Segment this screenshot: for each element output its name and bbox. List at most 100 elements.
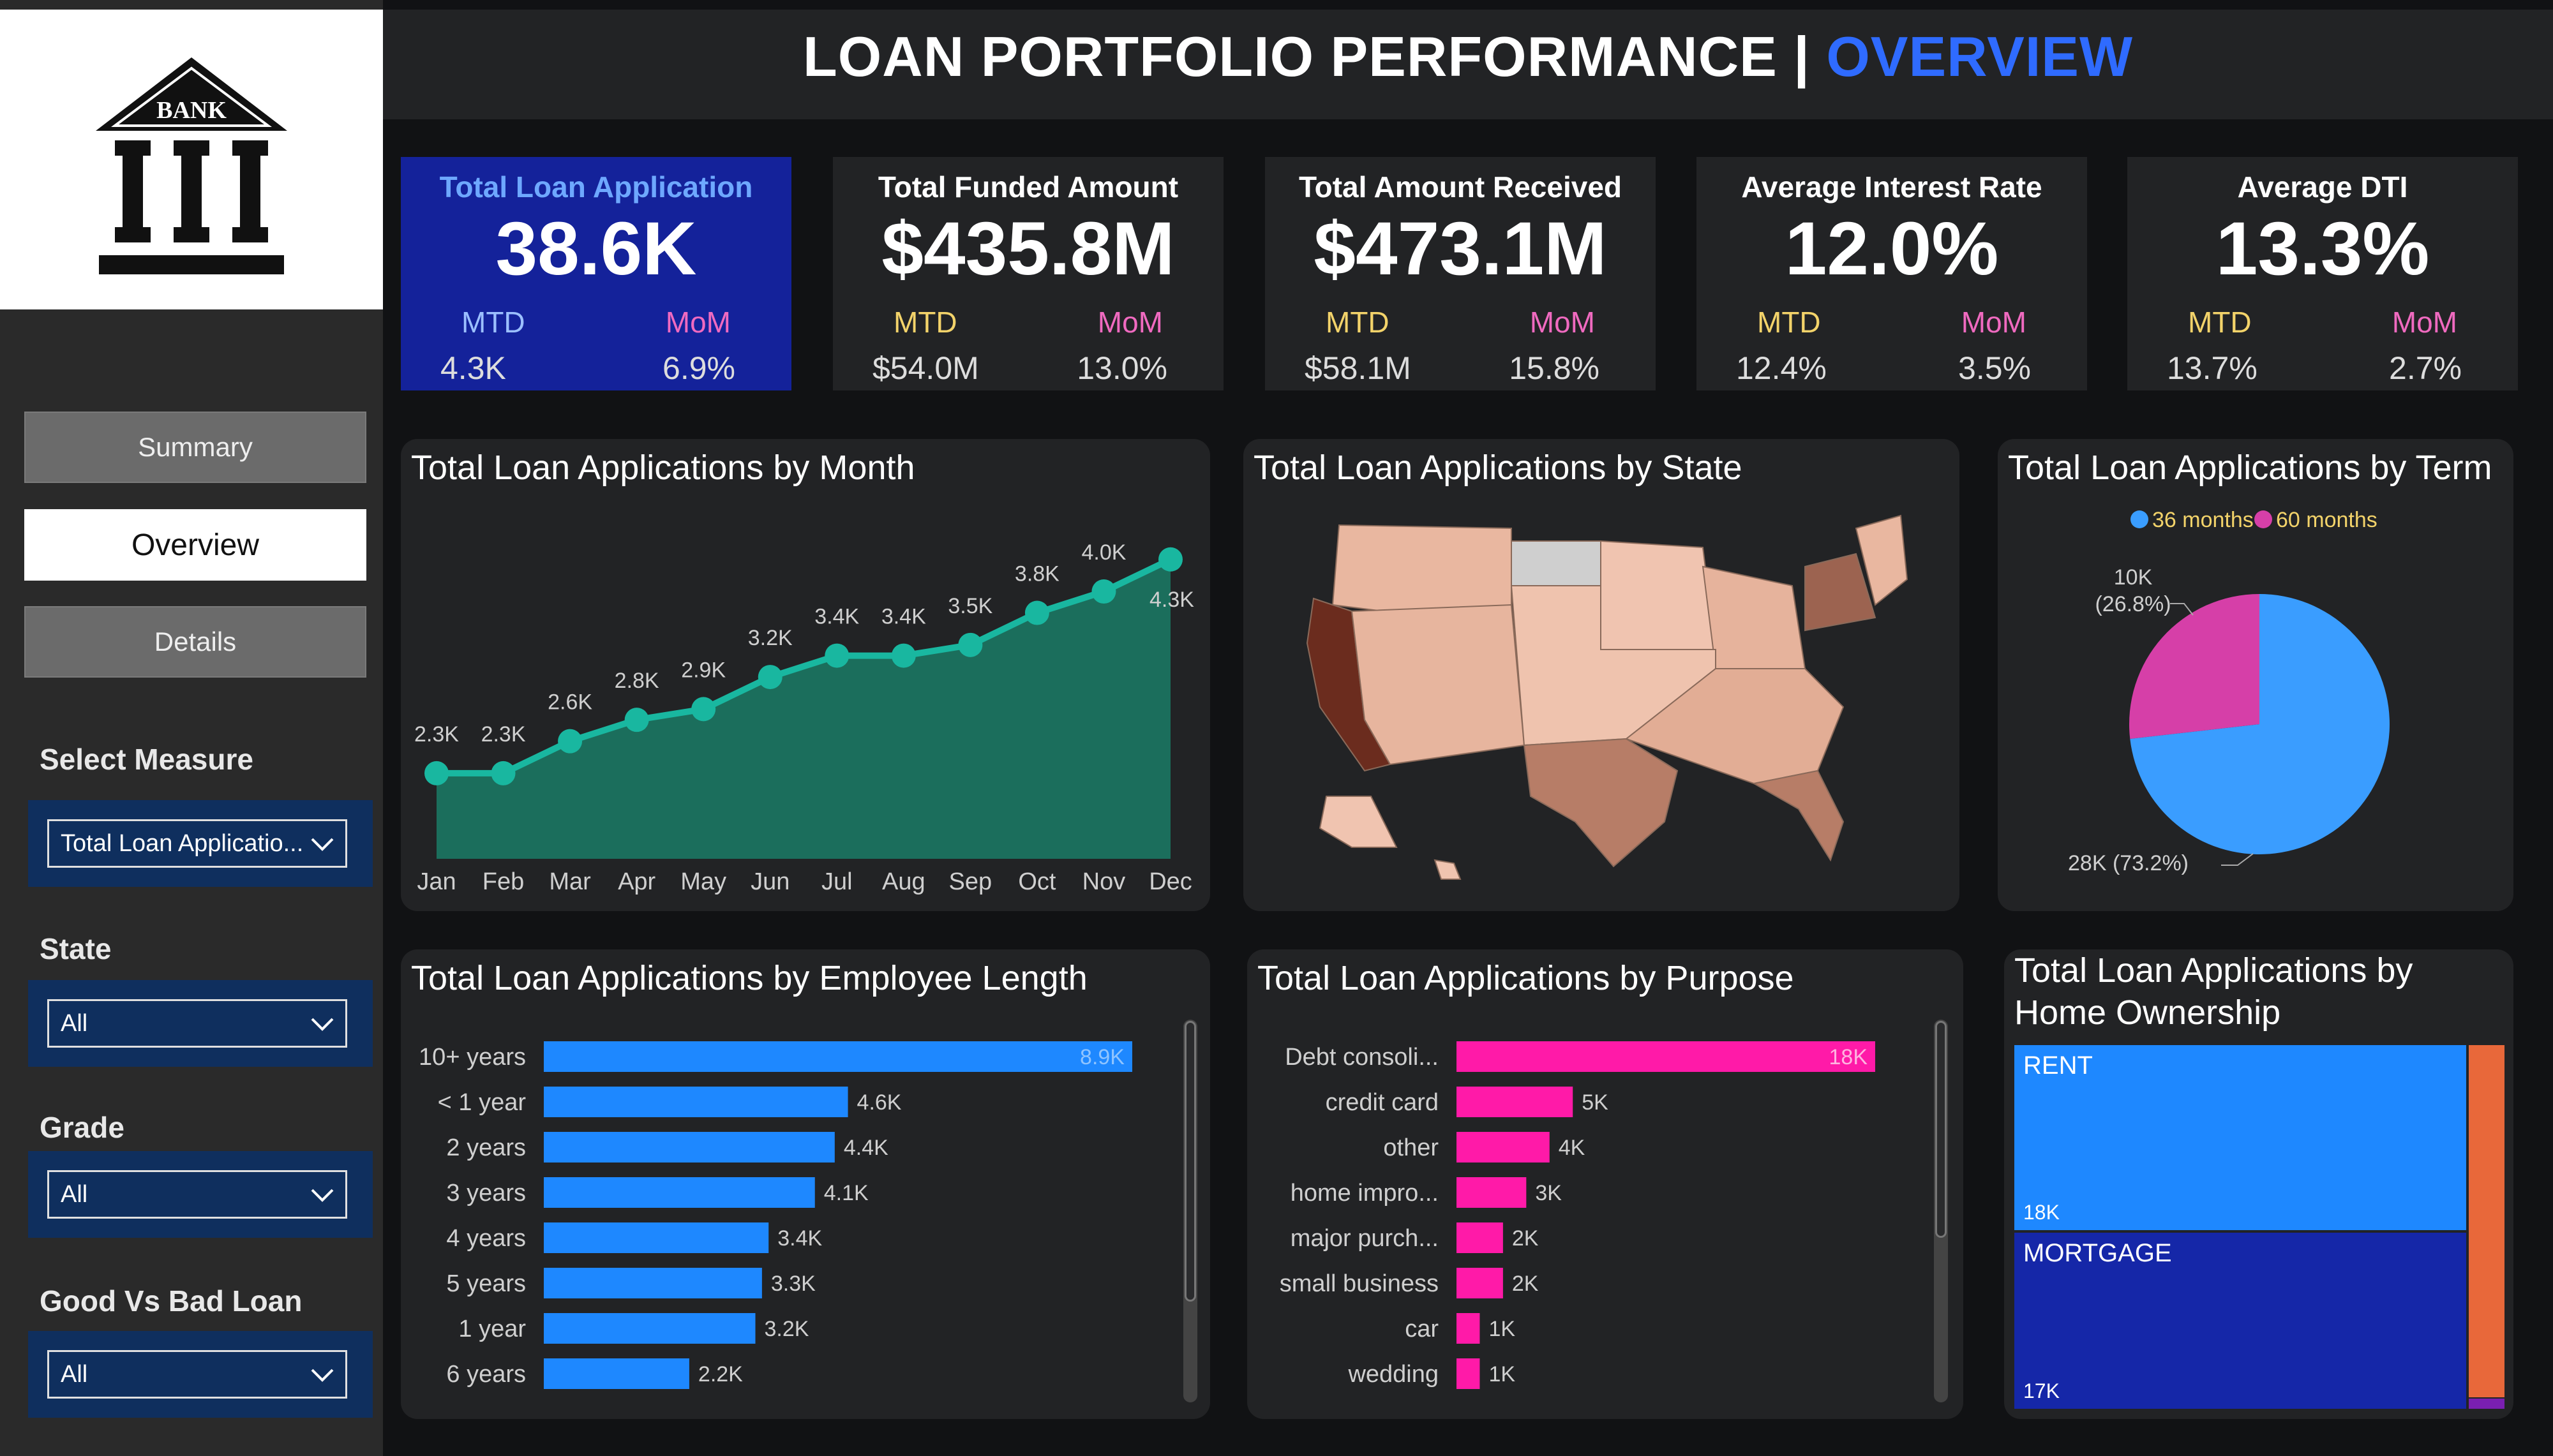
treemap-mortgage[interactable]: MORTGAGE 17K	[2014, 1233, 2466, 1409]
filter-label-grade: Grade	[40, 1111, 124, 1144]
legend-dot	[2130, 510, 2148, 528]
map-region-northwest	[1331, 524, 1512, 619]
us-map	[1306, 514, 1908, 880]
bank-icon: BANK	[96, 57, 287, 274]
kpi-value: 12.0%	[1785, 207, 1999, 291]
measure-dropdown-value: Total Loan Applicatio...	[61, 829, 304, 857]
employee-length-bar-chart: 10+ years 8.9K < 1 year 4.6K 2 years 4.4K 3 ye…	[419, 1041, 1132, 1389]
month-tick-label: May	[680, 868, 726, 895]
map-region-texas	[1523, 738, 1679, 868]
bar	[1456, 1132, 1550, 1163]
nav-overview-button[interactable]: Overview	[24, 509, 366, 581]
month-tick-label: Mar	[549, 868, 591, 895]
month-data-label: 3.4K	[814, 605, 859, 629]
kpi-mom-label: MoM	[2392, 306, 2457, 339]
map-region-new-england	[1855, 514, 1908, 606]
bar	[544, 1087, 848, 1117]
bar-value-label: 3K	[1535, 1181, 1562, 1205]
filter-label-loan-quality: Good Vs Bad Loan	[40, 1284, 303, 1318]
panel-by-employee-length: Total Loan Applications by Employee Leng…	[401, 949, 1210, 1419]
scrollbar-thumb[interactable]	[1935, 1021, 1947, 1238]
bar-category-label: 4 years	[446, 1225, 526, 1252]
bar-value-label: 18K	[1829, 1045, 1868, 1069]
panel-by-purpose: Total Loan Applications by Purpose Debt …	[1247, 949, 1963, 1419]
svg-text:BANK: BANK	[156, 97, 227, 124]
chevron-down-icon	[311, 1369, 334, 1382]
scrollbar-thumb[interactable]	[1185, 1021, 1196, 1302]
bar	[544, 1313, 756, 1344]
grade-dropdown[interactable]: All	[47, 1170, 347, 1219]
month-point	[624, 708, 649, 732]
panel-title: Total Loan Applications by Employee Leng…	[411, 959, 1088, 997]
legend-label: 36 months	[2152, 508, 2254, 532]
grade-dropdown-value: All	[61, 1180, 88, 1208]
bar-category-label: < 1 year	[438, 1089, 527, 1116]
bar	[1456, 1087, 1573, 1117]
scrollbar-track[interactable]	[1183, 1020, 1197, 1402]
panel-by-month: Total Loan Applications by Month 2.3K Jan…	[401, 439, 1210, 911]
kpi-mom-label: MoM	[1961, 306, 2026, 339]
treemap-other[interactable]	[2469, 1399, 2504, 1409]
nav-summary-button[interactable]: Summary	[24, 412, 366, 483]
state-dropdown[interactable]: All	[47, 999, 347, 1048]
measure-dropdown[interactable]: Total Loan Applicatio...	[47, 819, 347, 868]
bar	[544, 1177, 815, 1208]
bar	[1456, 1041, 1875, 1072]
bar	[1456, 1177, 1527, 1208]
month-data-label: 3.8K	[1015, 562, 1059, 586]
kpi-label: Total Amount Received	[1298, 170, 1622, 204]
treemap-rent[interactable]: RENT 18K	[2014, 1045, 2466, 1230]
scrollbar-track[interactable]	[1934, 1020, 1948, 1402]
bar-value-label: 2K	[1512, 1272, 1539, 1296]
bar	[544, 1132, 835, 1163]
pie-leader-line	[2170, 603, 2194, 616]
bar-category-label: wedding	[1347, 1361, 1439, 1388]
loan-quality-dropdown-value: All	[61, 1360, 88, 1388]
map-region-north-dakota	[1511, 540, 1601, 586]
month-data-label: 3.4K	[881, 605, 926, 629]
bar-value-label: 1K	[1488, 1362, 1515, 1386]
kpi-card-amount-received[interactable]: Total Amount Received $473.1M MTD MoM $5…	[1265, 157, 1656, 390]
nav-details-button[interactable]: Details	[24, 606, 366, 678]
month-data-label: 3.5K	[948, 594, 992, 618]
kpi-value: 38.6K	[495, 207, 697, 291]
page-title: LOAN PORTFOLIO PERFORMANCE | OVERVIEW	[383, 24, 2553, 89]
kpi-mom-label: MoM	[665, 306, 731, 339]
bar-value-label: 1K	[1488, 1317, 1515, 1341]
kpi-mtd-label: MTD	[1326, 306, 1389, 339]
month-point	[691, 697, 716, 722]
bar-category-label: credit card	[1326, 1089, 1439, 1116]
kpi-card-funded-amount[interactable]: Total Funded Amount $435.8M MTD MoM $54.…	[833, 157, 1224, 390]
kpi-card-interest-rate[interactable]: Average Interest Rate 12.0% MTD MoM 12.4…	[1696, 157, 2087, 390]
header-bar	[383, 10, 2553, 119]
pie-slice	[2130, 594, 2390, 854]
kpi-label: Average DTI	[2237, 170, 2408, 204]
month-point	[758, 665, 782, 690]
month-area-chart: 2.3K Jan 2.3K Feb 2.6K Mar 2.8K Apr 2.9K May 3.2K J…	[414, 540, 1194, 895]
kpi-mtd-label: MTD	[894, 306, 957, 339]
panel-title: Total Loan Applications by Purpose	[1257, 959, 1794, 997]
month-tick-label: Dec	[1149, 868, 1192, 895]
month-tick-label: Jan	[417, 868, 456, 895]
loan-quality-dropdown[interactable]: All	[47, 1350, 347, 1399]
bar-value-label: 3.3K	[771, 1272, 816, 1296]
bar-category-label: Debt consoli...	[1285, 1044, 1439, 1071]
kpi-value: $473.1M	[1314, 207, 1607, 291]
treemap-own[interactable]	[2469, 1045, 2504, 1397]
bar-category-label: 2 years	[446, 1134, 526, 1161]
kpi-label: Average Interest Rate	[1741, 170, 2042, 204]
logo-area: BANK	[0, 10, 383, 309]
bar-value-label: 5K	[1582, 1090, 1608, 1115]
kpi-mom-value: 15.8%	[1509, 350, 1599, 386]
kpi-card-total-applications[interactable]: Total Loan Application 38.6K MTD MoM 4.3…	[401, 157, 791, 390]
month-data-label: 3.2K	[748, 626, 793, 650]
bar	[1456, 1358, 1480, 1389]
map-region-west	[1351, 604, 1525, 766]
pie-leader-line	[2221, 853, 2254, 866]
kpi-mtd-value: $54.0M	[872, 350, 979, 386]
panel-title: Total Loan Applications by Home Ownershi…	[2014, 951, 2413, 1032]
kpi-mtd-label: MTD	[461, 306, 525, 339]
kpi-card-dti[interactable]: Average DTI 13.3% MTD MoM 13.7% 2.7%	[2127, 157, 2518, 390]
bar	[544, 1358, 689, 1389]
month-point	[424, 761, 449, 785]
